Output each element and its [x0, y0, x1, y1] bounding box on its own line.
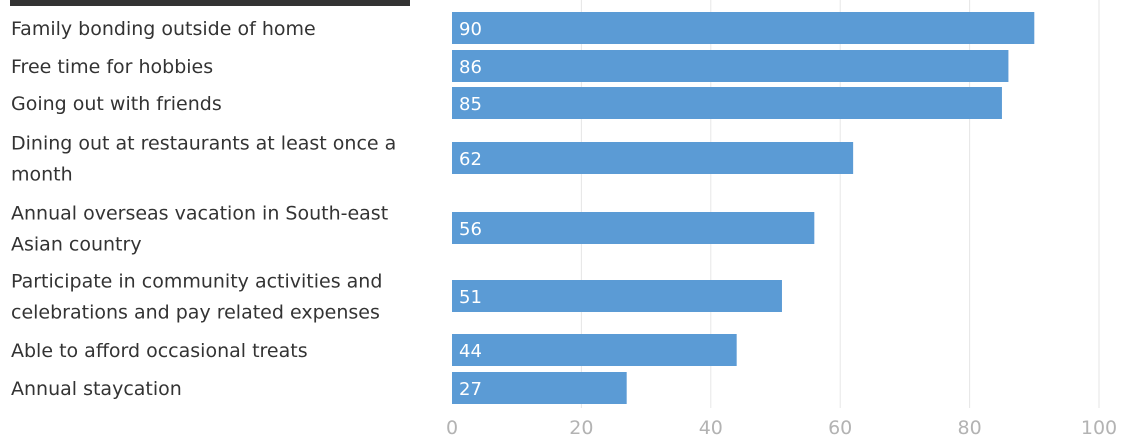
x-tick-label: 0: [446, 417, 458, 439]
bar-value-label: 51: [459, 287, 482, 308]
bar-value-label: 44: [459, 341, 482, 362]
category-label: Going out with friends: [11, 93, 222, 115]
bar-value-label: 62: [459, 149, 482, 170]
category-labels: Family bonding outside of home Free time …: [10, 0, 410, 400]
bar: [452, 212, 815, 244]
category-label-line: Dining out at restaurants at least once …: [11, 133, 396, 155]
bars: 90 86 85 62 56 51 44 27: [452, 12, 1035, 404]
bar-value-label: 56: [459, 219, 482, 240]
bar: [452, 334, 737, 366]
category-label: Participate in community activities and c…: [11, 271, 382, 324]
category-label-line: Going out with friends: [11, 93, 222, 115]
category-label: Free time for hobbies: [11, 56, 213, 78]
bar: [452, 50, 1009, 82]
bar: [452, 12, 1035, 44]
category-label-line: Able to afford occasional treats: [11, 340, 308, 362]
x-tick-label: 100: [1081, 417, 1117, 439]
category-label-line: Family bonding outside of home: [11, 18, 316, 40]
x-tick-label: 40: [699, 417, 723, 439]
category-label-line: Annual overseas vacation in South-east: [11, 203, 388, 225]
bar: [452, 142, 854, 174]
bar-value-label: 86: [459, 57, 482, 78]
chart-title-cutoff: [10, 0, 410, 6]
category-label: Dining out at restaurants at least once …: [11, 133, 396, 186]
category-label-line: celebrations and pay related expenses: [11, 302, 380, 324]
x-axis-ticks: 0 20 40 60 80 100: [446, 417, 1117, 439]
bar: [452, 372, 627, 404]
category-label: Annual overseas vacation in South-east As…: [11, 203, 388, 256]
category-label-line: month: [11, 164, 73, 186]
bar-value-label: 90: [459, 19, 482, 40]
bar-value-label: 85: [459, 94, 482, 115]
category-label-line: Asian country: [11, 234, 142, 256]
x-tick-label: 60: [828, 417, 852, 439]
category-label-line: Participate in community activities and: [11, 271, 382, 293]
category-label-line: Annual staycation: [11, 378, 182, 400]
bar: [452, 87, 1002, 119]
category-label-line: Free time for hobbies: [11, 56, 213, 78]
bar-value-label: 27: [459, 379, 482, 400]
x-tick-label: 20: [569, 417, 593, 439]
category-label: Annual staycation: [11, 378, 182, 400]
category-label: Family bonding outside of home: [11, 18, 316, 40]
bar: [452, 280, 782, 312]
x-tick-label: 80: [958, 417, 982, 439]
category-label: Able to afford occasional treats: [11, 340, 308, 362]
